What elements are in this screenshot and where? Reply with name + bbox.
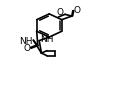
Text: NH: NH — [40, 35, 53, 44]
Text: O: O — [56, 8, 63, 17]
Text: O: O — [73, 6, 80, 15]
Text: NH: NH — [19, 37, 32, 46]
Text: O: O — [23, 44, 30, 53]
